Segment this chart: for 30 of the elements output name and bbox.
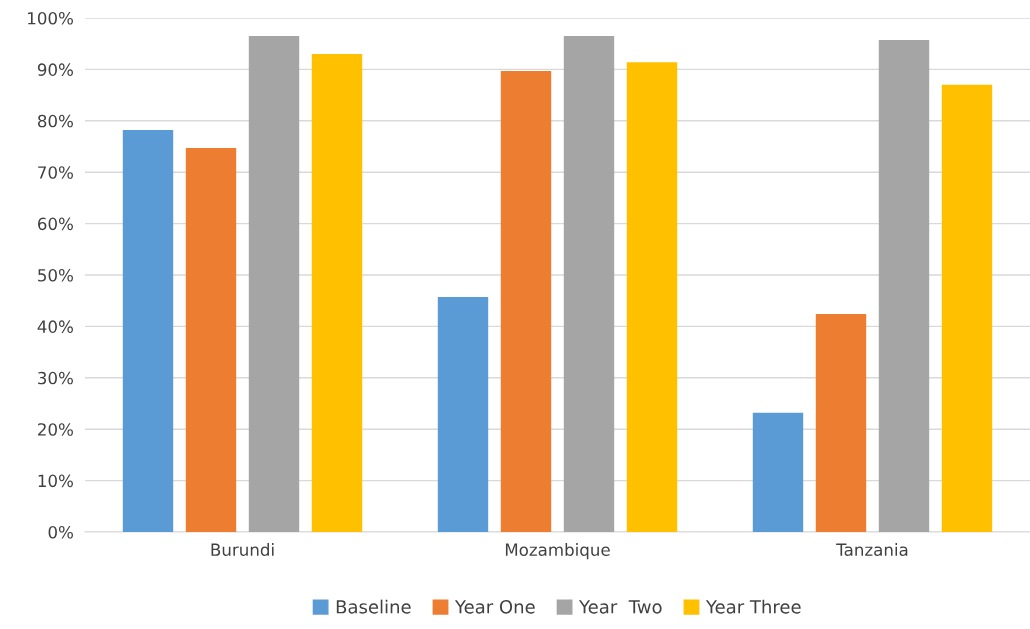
y-tick-label: 20% (38, 423, 73, 436)
bar (185, 148, 237, 532)
x-tick-label: Tanzania (836, 543, 908, 557)
x-tick-label: Mozambique (505, 543, 610, 560)
y-tick-label: 60% (38, 217, 73, 231)
bar (752, 412, 804, 532)
y-tick-label: 100% (28, 11, 73, 25)
legend-label: Year One (454, 599, 535, 614)
bar (500, 70, 552, 532)
y-tick-label: 0% (48, 525, 73, 539)
legend-label: Year Three (705, 599, 801, 614)
bar (563, 35, 615, 532)
bar (248, 35, 300, 532)
bar (815, 314, 867, 532)
x-tick-label: Burundi (211, 543, 274, 557)
bar (626, 62, 678, 532)
y-tick-label: 10% (38, 474, 73, 488)
bar (311, 53, 363, 532)
y-tick-label: 30% (38, 371, 73, 385)
legend-label: Year Two (578, 600, 662, 614)
y-tick-label: 90% (37, 63, 73, 76)
y-tick-label: 80% (37, 114, 73, 128)
y-tick-label: 50% (38, 268, 73, 282)
bar (878, 40, 930, 532)
y-tick-label: 40% (37, 320, 73, 333)
legend-label: Baseline (336, 599, 411, 614)
bar (941, 84, 993, 532)
bar (437, 297, 489, 532)
bar (122, 130, 174, 532)
y-tick-label: 70% (38, 166, 73, 179)
